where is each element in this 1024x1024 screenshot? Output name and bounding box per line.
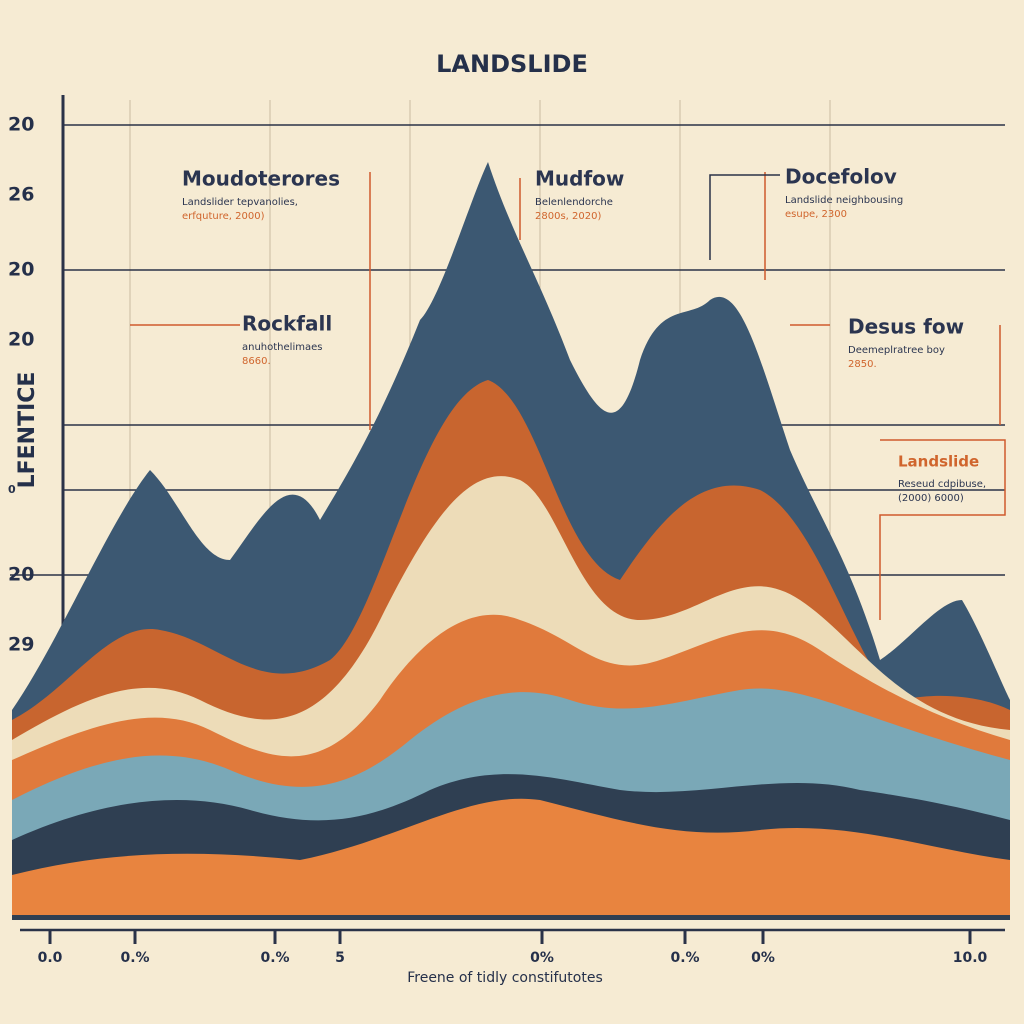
y-tick-label: 26 (8, 184, 34, 206)
annotation-text: anuhothelimaes (242, 342, 322, 353)
leader-lines (130, 172, 1006, 620)
x-tick-label: 0.% (670, 950, 699, 966)
annotation-text: Deemeplratree boy (848, 345, 945, 356)
annotation: Mudfow Belenlendorche 2800s, 2020) (535, 167, 624, 223)
x-tick-label: 0.% (120, 950, 149, 966)
x-tick-label: 0% (751, 950, 775, 966)
annotation: Landslide Reseud cdpibuse, (2000) 6000) (898, 453, 986, 505)
annotation-text: Belenlendorche (535, 197, 613, 208)
annotation-text: 2800s, 2020) (535, 211, 601, 222)
y-tick-label: 29 (8, 634, 34, 656)
annotation-title: Docefolov (785, 165, 897, 189)
annotation: Docefolov Landslide neighbousing esupe, 23… (785, 165, 903, 221)
annotation-text: erfquture, 2000) (182, 211, 265, 222)
x-tick-label: 5 (335, 950, 345, 966)
y-tick-label: 20 (8, 114, 34, 136)
annotation-title: Moudoterores (182, 167, 340, 191)
x-tick-label: 0.% (260, 950, 289, 966)
annotation-title: Rockfall (242, 312, 332, 336)
annotation-title: Desus fow (848, 315, 964, 339)
y-tick-label: 20 (8, 259, 34, 281)
annotation: Desus fow Deemeplratree boy 2850. (848, 315, 964, 371)
x-tick-label: 0% (530, 950, 554, 966)
mountains (12, 162, 1010, 920)
annotation-text: 2850. (848, 359, 877, 370)
annotation: Moudoterores Landslider tepvanolies, erfqu… (182, 167, 340, 223)
x-tick-label: 0.0 (38, 950, 63, 966)
y-tick-label: 20 (8, 329, 34, 351)
title: LANDSLIDE (436, 50, 588, 78)
annotation: Rockfall anuhothelimaes 8660. (242, 312, 332, 368)
annotation-text: Reseud cdpibuse, (898, 479, 986, 490)
y-tick-label: 20 (8, 564, 34, 586)
y-axis-label: LFENTICE (15, 372, 40, 489)
annotation-text: 8660. (242, 356, 271, 367)
x-tick-label: 10.0 (953, 950, 988, 966)
annotation-text: esupe, 2300 (785, 209, 847, 220)
annotation-text: (2000) 6000) (898, 493, 964, 504)
y-tick-label: 0 (8, 483, 16, 496)
annotation-title: Mudfow (535, 167, 624, 191)
x-axis-label: Freene of tidly constifutotes (407, 970, 603, 986)
annotation-text: Landslide neighbousing (785, 195, 903, 206)
annotation-title: Landslide (898, 453, 979, 471)
annotation-text: Landslider tepvanolies, (182, 197, 298, 208)
